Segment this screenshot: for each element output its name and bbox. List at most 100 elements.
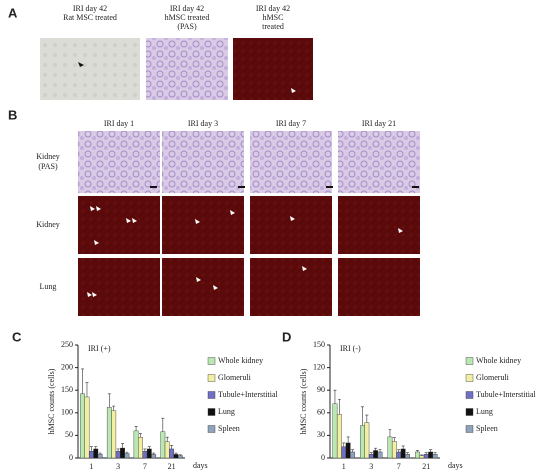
error-bar <box>346 436 350 443</box>
bar <box>432 454 438 459</box>
scale-bar <box>150 186 157 188</box>
error-bar <box>121 443 125 449</box>
error-bar <box>392 437 396 442</box>
error-bar <box>161 417 165 432</box>
bar <box>88 451 94 459</box>
arrowhead <box>213 285 218 290</box>
bar <box>360 425 365 459</box>
error-bar <box>401 445 405 449</box>
error-bar <box>94 446 98 449</box>
panel-label: D <box>282 329 291 344</box>
micrograph <box>338 196 420 254</box>
error-bar <box>433 452 437 455</box>
bar <box>160 431 166 459</box>
bar <box>419 455 425 459</box>
y-tick-label: 120 <box>313 362 325 371</box>
x-tick-label: 1 <box>89 462 93 471</box>
panel-label: B <box>8 107 17 122</box>
bar <box>405 454 410 459</box>
legend-swatch <box>465 357 474 365</box>
bar <box>368 454 374 459</box>
bar <box>138 437 143 459</box>
chart-title: IRI (+) <box>88 344 111 353</box>
arrowhead <box>87 292 92 297</box>
x-tick-label: 3 <box>116 462 120 471</box>
bar <box>345 442 351 459</box>
legend-label: Lung <box>476 407 493 416</box>
bar <box>364 422 370 459</box>
bar <box>373 450 379 459</box>
bar <box>164 441 170 459</box>
legend-label: Spleen <box>218 424 240 433</box>
legend-swatch <box>207 374 216 382</box>
bar <box>415 451 420 459</box>
column-header: IRI day 21 <box>362 119 396 128</box>
error-bar <box>378 449 382 452</box>
caption: treated <box>262 22 284 31</box>
error-bar <box>406 452 410 455</box>
x-tick-label: 7 <box>397 462 401 471</box>
bar <box>396 451 402 459</box>
legend-label: Tubule+Interstitial <box>476 390 537 399</box>
micrographs <box>40 38 313 100</box>
error-bar <box>420 454 424 456</box>
error-bar <box>143 448 147 452</box>
micrograph <box>40 38 140 100</box>
micrograph <box>250 131 332 193</box>
row-label: (PAS) <box>38 162 58 171</box>
panel-label: A <box>8 5 18 20</box>
error-bar <box>125 451 129 454</box>
legend-swatch <box>207 425 216 433</box>
arrowhead <box>92 292 97 297</box>
micrograph <box>338 258 420 316</box>
arrowhead <box>90 206 95 211</box>
x-tick-label: 21 <box>422 462 430 471</box>
error-bar <box>98 452 102 455</box>
micrograph <box>78 258 160 316</box>
micrograph <box>250 258 332 316</box>
error-bar <box>415 450 419 452</box>
y-tick-label: 60 <box>317 408 325 417</box>
bar <box>146 448 152 459</box>
column-header: IRI day 3 <box>188 119 218 128</box>
bar <box>173 454 179 459</box>
scale-bar <box>238 186 245 188</box>
arrowhead <box>196 277 201 282</box>
bar <box>332 403 338 459</box>
column-header: IRI day 1 <box>104 119 134 128</box>
error-bar <box>397 449 401 452</box>
arrowhead <box>78 62 84 67</box>
error-bar <box>165 436 169 442</box>
y-tick-label: 50 <box>65 430 73 439</box>
arrowhead <box>291 88 296 93</box>
panel-label: C <box>12 329 22 344</box>
y-tick-label: 0 <box>69 453 73 462</box>
arrowhead <box>398 228 403 233</box>
bar <box>142 451 148 459</box>
bar <box>97 454 103 459</box>
x-tick-label: 3 <box>369 462 373 471</box>
arrowhead <box>290 216 295 221</box>
error-bar <box>107 393 111 408</box>
row-label: Kidney <box>36 152 60 161</box>
bar <box>387 436 393 459</box>
error-bar <box>342 442 346 447</box>
legend-label: Whole kidney <box>218 356 263 365</box>
micrograph <box>162 196 244 254</box>
x-tick-label: 21 <box>168 462 176 471</box>
x-tick-label: 7 <box>143 462 147 471</box>
error-bar <box>134 426 138 431</box>
row-label: Lung <box>40 282 57 291</box>
legend-swatch <box>207 391 216 399</box>
error-bar <box>337 398 341 415</box>
error-bar <box>365 414 369 423</box>
bar <box>341 446 347 459</box>
micrograph <box>78 131 160 193</box>
error-bar <box>178 454 182 456</box>
arrowhead <box>96 206 101 211</box>
bar <box>423 454 429 459</box>
error-bar <box>374 447 378 451</box>
legend-swatch <box>465 425 474 433</box>
micrograph <box>162 258 244 316</box>
